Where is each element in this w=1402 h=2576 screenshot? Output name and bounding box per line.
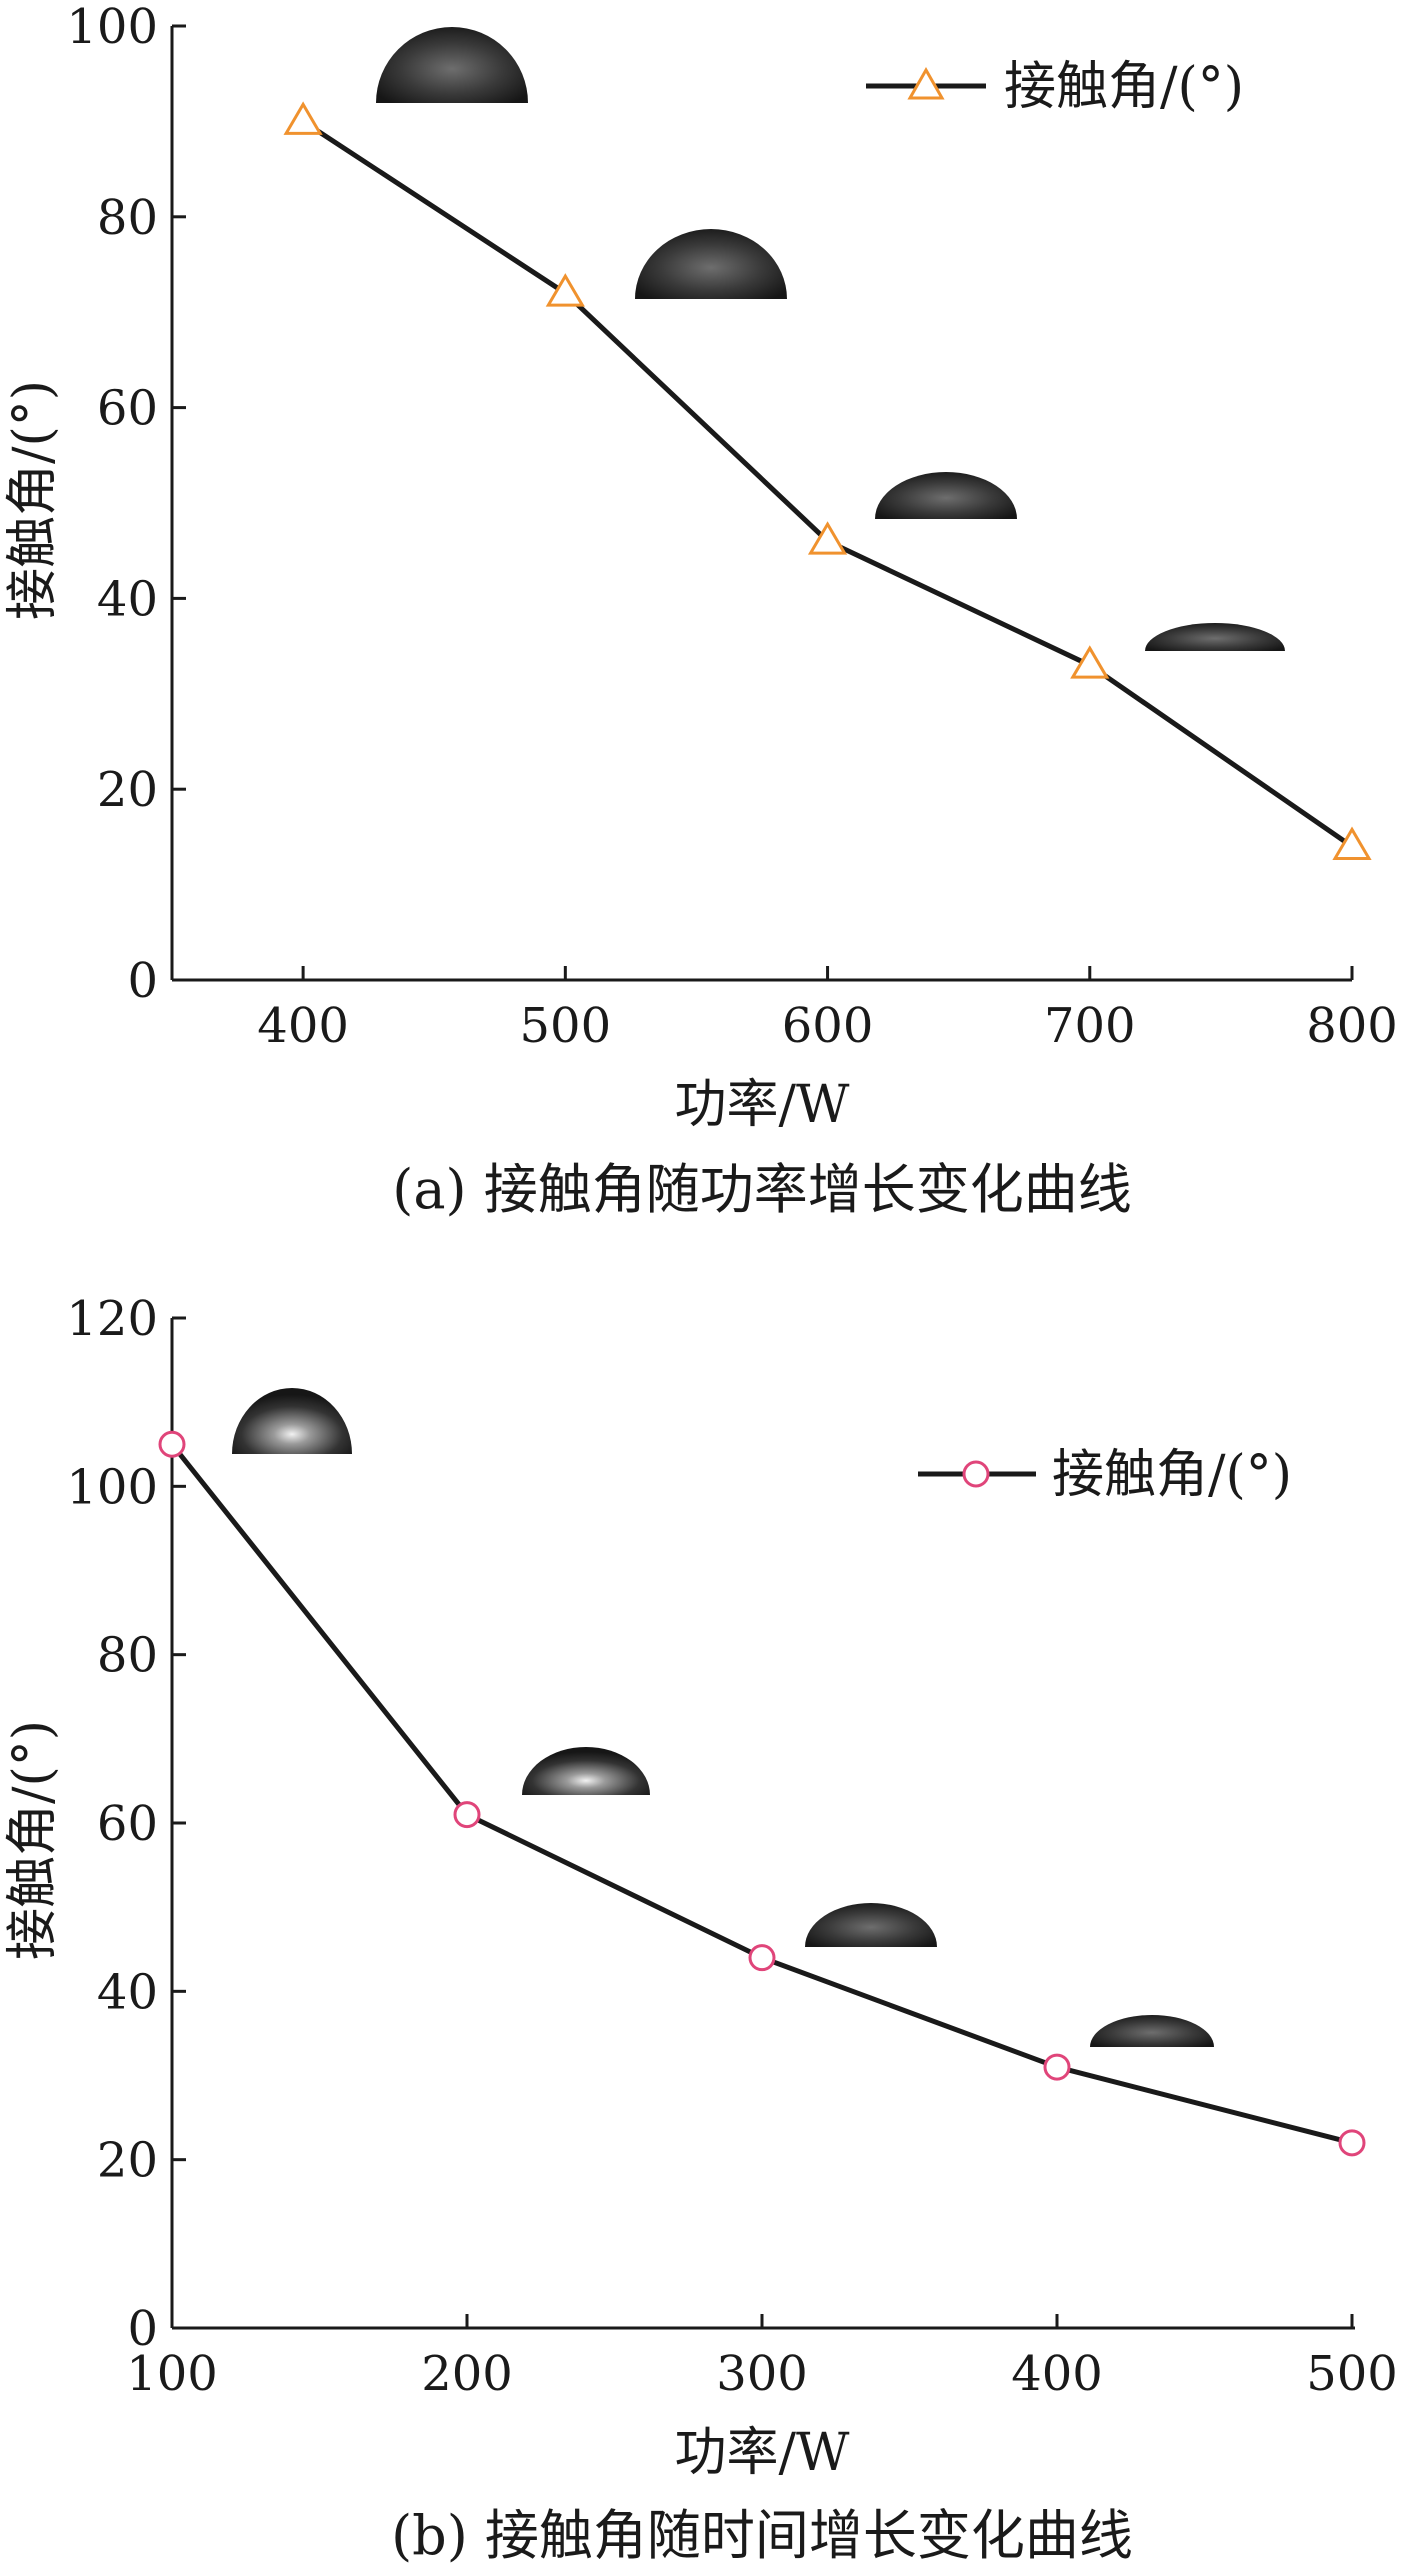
- data-point: [158, 1430, 186, 1458]
- y-tick-label: 40: [97, 1964, 158, 2020]
- chart-caption: (b) 接触角随时间增长变化曲线: [391, 2504, 1133, 2567]
- legend: 接触角/(°): [866, 57, 1244, 117]
- y-tick-label: 20: [97, 2133, 158, 2189]
- x-tick-label: 100: [126, 2346, 218, 2402]
- x-tick-label: 400: [257, 998, 349, 1054]
- droplet-image: [875, 472, 1017, 519]
- y-tick-label: 80: [97, 190, 158, 246]
- y-tick-label: 0: [127, 2301, 158, 2357]
- data-point: [1332, 826, 1372, 860]
- legend-label: 接触角/(°): [1052, 1445, 1292, 1505]
- data-point: [453, 1801, 481, 1829]
- y-tick-label: 60: [97, 381, 158, 437]
- y-tick-label: 100: [66, 1459, 158, 1515]
- legend-marker: [962, 1460, 990, 1488]
- x-tick-label: 300: [716, 2346, 808, 2402]
- x-axis-title: 功率/W: [675, 2423, 851, 2483]
- y-tick-label: 120: [66, 1291, 158, 1347]
- y-tick-label: 60: [97, 1796, 158, 1852]
- data-point: [748, 1944, 776, 1972]
- data-point: [1070, 645, 1110, 679]
- x-tick-label: 600: [782, 998, 874, 1054]
- y-axis-title: 接触角/(°): [3, 1720, 63, 1960]
- y-ticks: 0 20 40 60 80 100 120: [66, 1291, 186, 2357]
- x-tick-label: 200: [421, 2346, 513, 2402]
- x-tick-label: 500: [520, 998, 612, 1054]
- y-tick-label: 0: [127, 953, 158, 1009]
- data-point: [1043, 2053, 1071, 2081]
- x-tick-label: 400: [1011, 2346, 1103, 2402]
- droplet-image: [635, 229, 787, 299]
- droplet-image: [232, 1388, 352, 1454]
- droplet-image: [1145, 623, 1285, 651]
- data-point: [1338, 2129, 1366, 2157]
- y-tick-label: 80: [97, 1628, 158, 1684]
- x-tick-label: 800: [1306, 998, 1398, 1054]
- y-tick-label: 100: [66, 0, 158, 55]
- x-tick-label: 500: [1306, 2346, 1398, 2402]
- legend: 接触角/(°): [918, 1445, 1292, 1505]
- y-tick-label: 40: [97, 571, 158, 627]
- series-line: [301, 119, 1354, 849]
- x-ticks: 400 500 600 700 800: [257, 966, 1398, 1054]
- y-tick-label: 20: [97, 762, 158, 818]
- legend-label: 接触角/(°): [1004, 57, 1244, 117]
- y-ticks: 0 20 40 60 80 100: [66, 0, 186, 1009]
- x-tick-label: 700: [1044, 998, 1136, 1054]
- droplet-images: [232, 1388, 1214, 2047]
- droplet-image: [805, 1903, 937, 1947]
- data-point: [283, 101, 323, 135]
- droplet-image: [376, 27, 528, 103]
- droplet-images: [376, 27, 1285, 651]
- droplet-image: [522, 1747, 650, 1795]
- series-markers: [158, 1430, 1366, 2157]
- series-markers: [283, 101, 1372, 860]
- x-ticks: 100 200 300 400 500: [126, 2314, 1398, 2402]
- legend-marker: [907, 66, 945, 100]
- x-axis-title: 功率/W: [675, 1075, 851, 1135]
- data-point: [545, 273, 585, 307]
- chart-a: 0 20 40 60 80 100 400 500 600 700 800 接触角/(°) 功率/…: [3, 0, 1398, 1221]
- data-point: [807, 521, 848, 555]
- chart-caption: (a) 接触角随功率增长变化曲线: [392, 1158, 1132, 1221]
- droplet-image: [1090, 2015, 1214, 2047]
- y-axis-title: 接触角/(°): [3, 380, 63, 620]
